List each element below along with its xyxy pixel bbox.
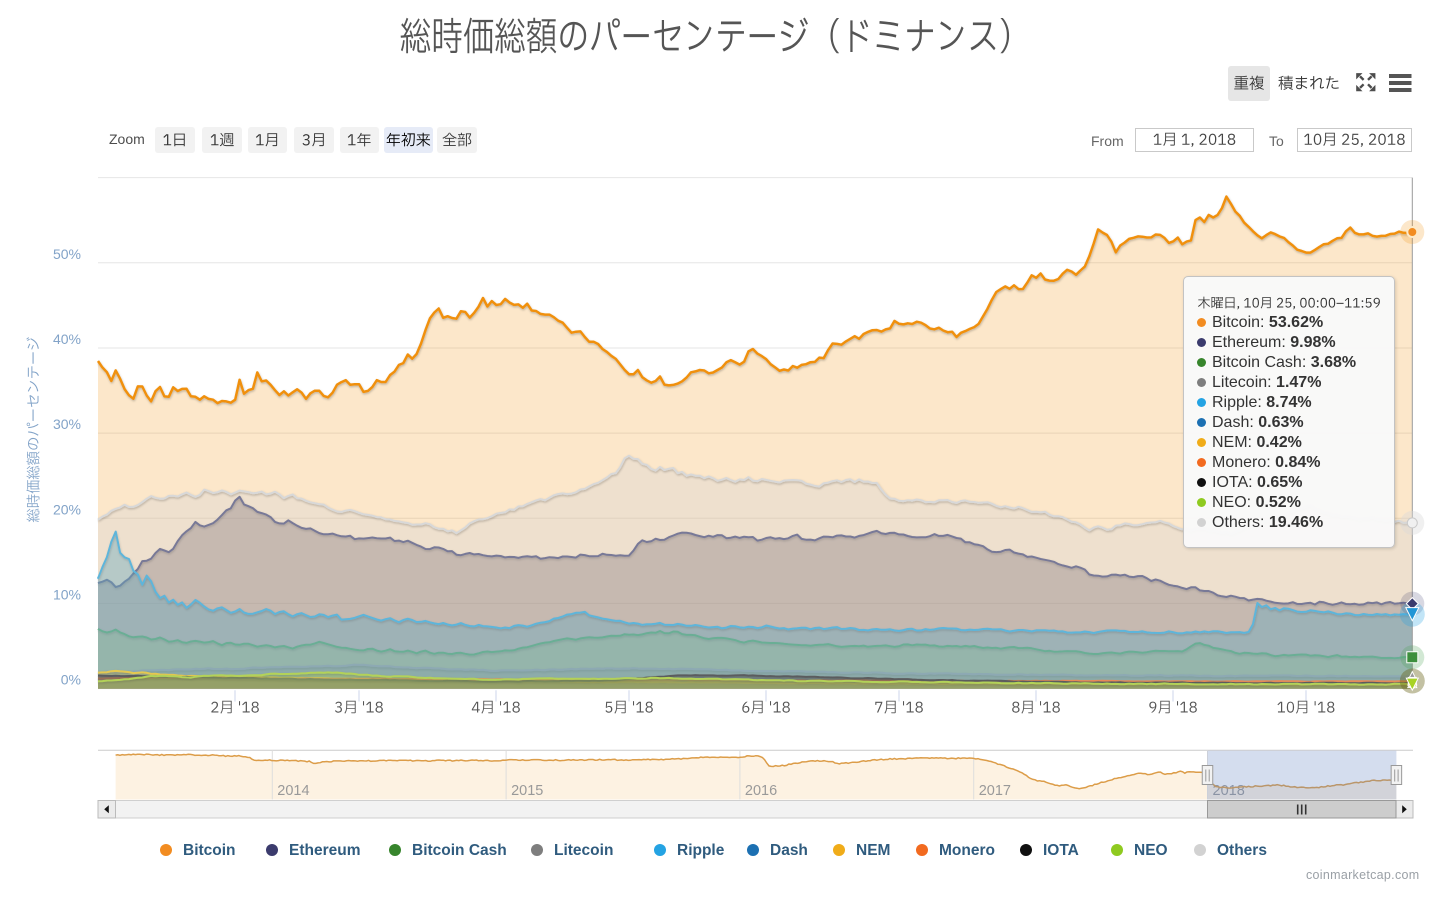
svg-text:50%: 50% [53,246,81,262]
svg-text:30%: 30% [53,416,81,432]
svg-text:2017: 2017 [979,783,1011,799]
svg-text:0%: 0% [61,672,81,688]
svg-text:2015: 2015 [511,783,543,799]
svg-text:2014: 2014 [277,783,309,799]
svg-text:2016: 2016 [745,783,777,799]
svg-text:40%: 40% [53,331,81,347]
svg-text:10%: 10% [53,586,81,602]
svg-text:20%: 20% [53,501,81,517]
